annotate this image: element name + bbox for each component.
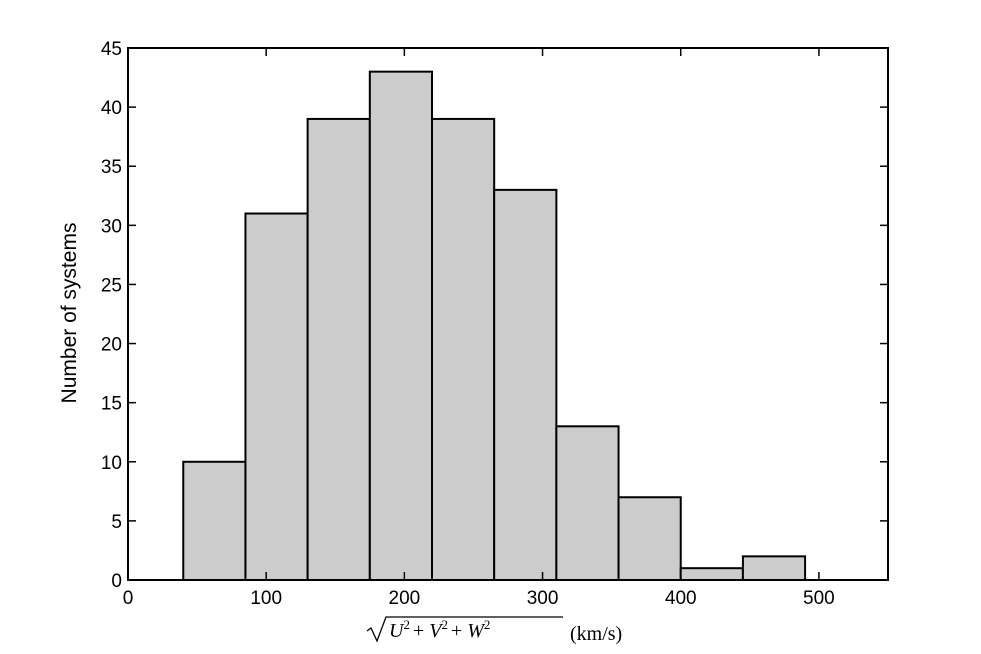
histogram-bar	[741, 555, 807, 581]
x-axis-label-expression: U2 + V2 + W2	[389, 617, 490, 642]
y-axis-label: Number of systems	[58, 223, 81, 404]
histogram-bar	[555, 425, 620, 581]
histogram-bar	[431, 117, 496, 582]
y-tick-label: 35	[101, 157, 122, 178]
tick-labels-group: 0 100 200 300 400 500 0 5 10 15 20 25 30 35 40 45	[101, 39, 835, 609]
x-tick-label: 0	[123, 588, 134, 609]
histogram-bar	[182, 460, 247, 581]
x-tick-label: 500	[803, 588, 835, 609]
ticks-group	[127, 47, 888, 581]
x-axis-label: U2 + V2 + W2 (km/s)	[366, 616, 622, 645]
sqrt-sign	[366, 616, 563, 643]
y-tick-label: 20	[101, 335, 122, 356]
y-tick-label: 30	[101, 216, 122, 237]
bars-group	[182, 70, 807, 582]
y-tick-label: 5	[111, 512, 122, 533]
x-tick-label: 100	[250, 588, 282, 609]
histogram-bar	[306, 117, 371, 582]
histogram-bar	[493, 188, 558, 581]
x-axis-label-unit: (km/s)	[570, 623, 622, 645]
y-tick-label: 45	[101, 39, 122, 60]
histogram-bar	[244, 212, 309, 581]
y-tick-label: 10	[101, 453, 122, 474]
x-tick-label: 200	[389, 588, 421, 609]
histogram-bar	[617, 496, 682, 581]
plot-frame	[127, 47, 889, 581]
y-tick-label: 15	[101, 394, 122, 415]
y-tick-label: 25	[101, 275, 122, 296]
x-tick-label: 300	[527, 588, 559, 609]
histogram-bar	[679, 567, 744, 582]
y-tick-label: 40	[101, 98, 122, 119]
x-tick-label: 400	[665, 588, 697, 609]
y-tick-label: 0	[111, 571, 122, 592]
histogram-bar	[368, 70, 433, 582]
